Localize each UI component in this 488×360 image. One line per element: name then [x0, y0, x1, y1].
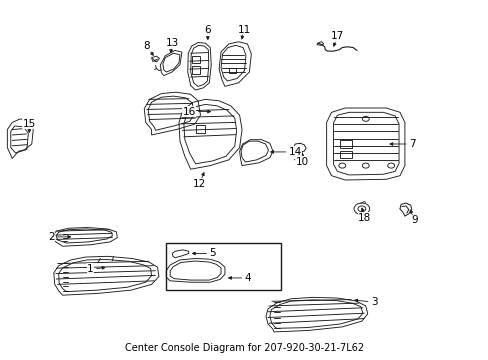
- Bar: [166, 243, 281, 290]
- Text: 3: 3: [370, 297, 377, 307]
- Text: 7: 7: [408, 139, 415, 149]
- Text: 14: 14: [288, 147, 301, 157]
- Text: 16: 16: [182, 107, 195, 117]
- Text: 11: 11: [237, 24, 251, 35]
- Text: 15: 15: [22, 119, 36, 129]
- Text: 10: 10: [295, 157, 308, 167]
- Text: Center Console Diagram for 207-920-30-21-7L62: Center Console Diagram for 207-920-30-21…: [124, 343, 364, 353]
- Text: 17: 17: [330, 31, 344, 41]
- Text: 1: 1: [87, 264, 94, 274]
- Text: 18: 18: [357, 213, 371, 223]
- Text: 9: 9: [410, 215, 417, 225]
- Text: 2: 2: [48, 232, 55, 242]
- Text: 6: 6: [204, 25, 211, 35]
- Text: 8: 8: [143, 41, 150, 51]
- Text: 4: 4: [244, 273, 251, 283]
- Text: 5: 5: [209, 248, 216, 258]
- Text: 12: 12: [192, 179, 206, 189]
- Text: 13: 13: [165, 38, 179, 48]
